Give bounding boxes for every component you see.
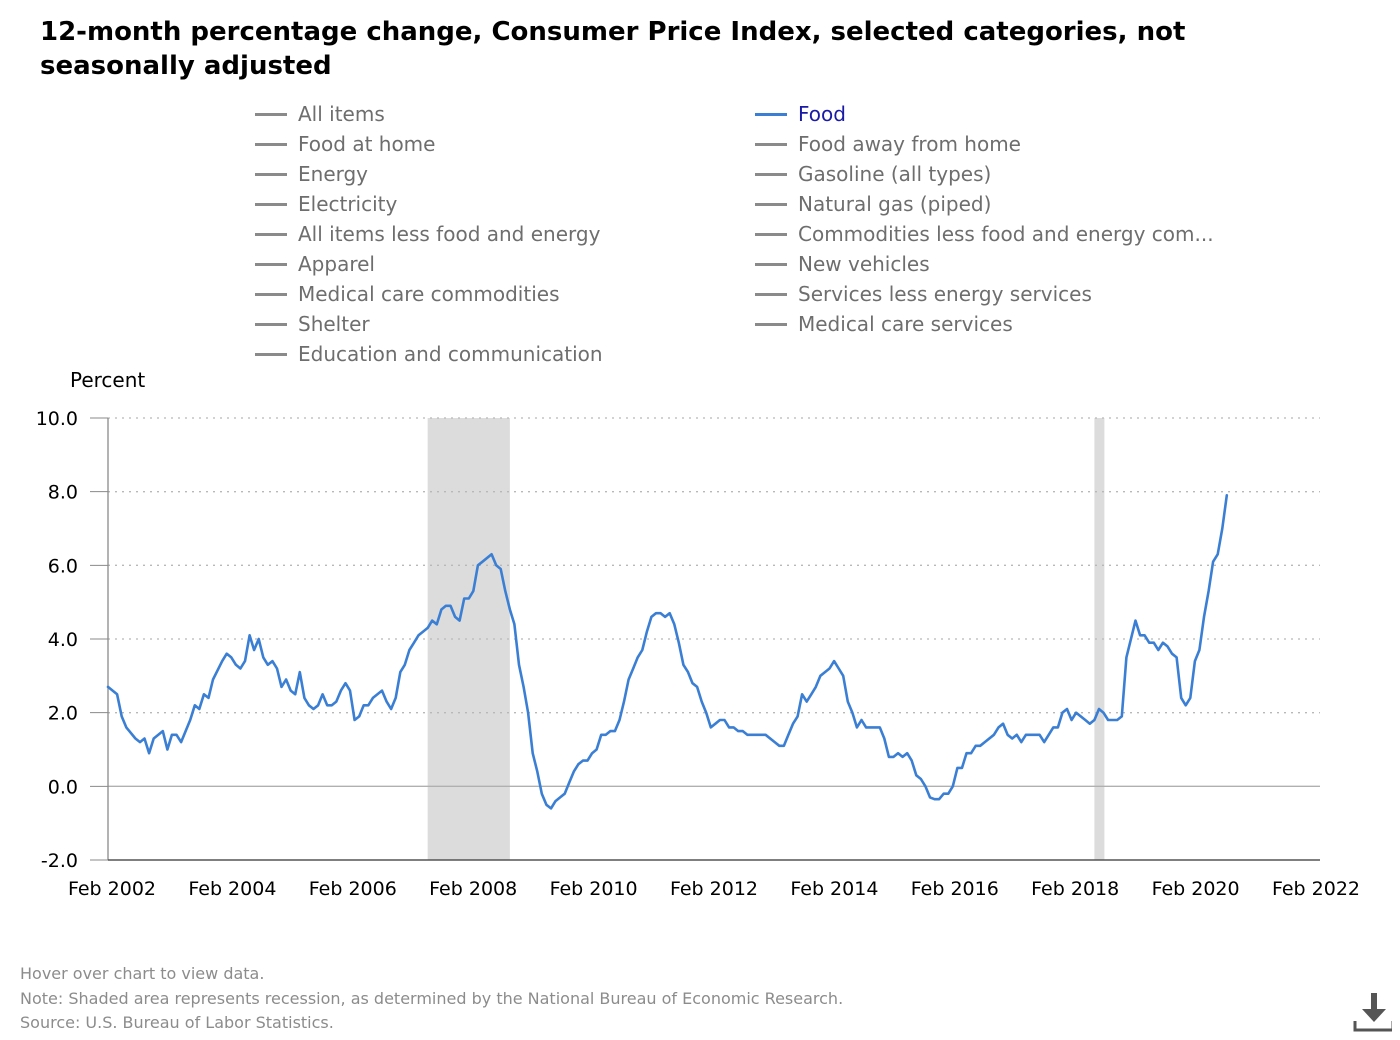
legend-label: New vehicles <box>798 252 930 276</box>
x-tick-label: Feb 2016 <box>911 878 999 900</box>
y-axis-title: Percent <box>70 368 145 392</box>
x-tick-label: Feb 2010 <box>550 878 638 900</box>
legend-item-medical-care-commodities[interactable]: Medical care commodities <box>255 279 559 309</box>
recession-band <box>1094 418 1105 860</box>
legend-item-food[interactable]: Food <box>755 99 846 129</box>
legend-label: Commodities less food and energy com... <box>798 222 1214 246</box>
legend-item-electricity[interactable]: Electricity <box>255 189 397 219</box>
legend-swatch <box>255 232 287 236</box>
hover-hint: Hover over chart to view data. <box>20 964 265 983</box>
legend-swatch <box>755 172 787 176</box>
y-tick-label: 8.0 <box>48 482 78 504</box>
legend-swatch <box>255 262 287 266</box>
line-chart[interactable]: Percent 10.0 8.0 6.0 4.0 2.0 0.0 -2.0 Feb 2002 F… <box>0 360 1400 920</box>
legend-label: All items less food and energy <box>298 222 601 246</box>
legend-label: Energy <box>298 162 369 186</box>
legend-swatch <box>755 292 787 296</box>
x-tick-label: Feb 2014 <box>790 878 878 900</box>
legend-label: Electricity <box>298 192 398 216</box>
legend-label: Medical care services <box>798 312 1013 336</box>
legend-swatch <box>755 112 787 116</box>
y-tick-label: -2.0 <box>41 850 78 872</box>
legend-label: Apparel <box>298 252 375 276</box>
x-tick-label: Feb 2006 <box>309 878 397 900</box>
download-icon[interactable] <box>1352 992 1395 1032</box>
recession-note: Note: Shaded area represents recession, … <box>20 988 844 1008</box>
y-tick-label: 6.0 <box>48 555 78 577</box>
legend-label: Natural gas (piped) <box>798 192 992 216</box>
legend-label: Shelter <box>298 312 370 336</box>
x-tick-label: Feb 2012 <box>670 878 758 900</box>
series-lines <box>106 494 1229 810</box>
legend-swatch <box>755 142 787 146</box>
footnotes: Hover over chart to view data. Note: Sha… <box>20 962 843 1036</box>
y-tick-label: 10.0 <box>36 408 78 430</box>
series-line-food <box>106 494 1229 810</box>
legend-item-gasoline[interactable]: Gasoline (all types) <box>755 159 991 189</box>
legend-label: Food <box>798 102 846 126</box>
chart-title: 12-month percentage change, Consumer Pri… <box>40 17 1186 81</box>
legend-swatch <box>255 322 287 326</box>
legend-label: Gasoline (all types) <box>798 162 992 186</box>
legend-item-shelter[interactable]: Shelter <box>255 309 370 339</box>
legend-item-natural-gas[interactable]: Natural gas (piped) <box>755 189 991 219</box>
legend-swatch <box>255 172 287 176</box>
x-tick-label: Feb 2022 <box>1272 878 1360 900</box>
legend-item-all-items-less-food-energy[interactable]: All items less food and energy <box>255 219 600 249</box>
legend-label: Medical care commodities <box>298 282 560 306</box>
legend-swatch <box>255 292 287 296</box>
legend-swatch <box>255 352 287 356</box>
legend-item-food-away-from-home[interactable]: Food away from home <box>755 129 1021 159</box>
legend-swatch <box>255 142 287 146</box>
legend-swatch <box>755 232 787 236</box>
legend-item-all-items[interactable]: All items <box>255 99 385 129</box>
x-tick-label: Feb 2020 <box>1152 878 1240 900</box>
legend-swatch <box>255 202 287 206</box>
x-tick-label: Feb 2002 <box>68 878 156 900</box>
legend-swatch <box>755 322 787 326</box>
legend-label: All items <box>298 102 385 126</box>
legend-swatch <box>755 202 787 206</box>
source-note: Source: U.S. Bureau of Labor Statistics. <box>20 1013 334 1032</box>
y-tick-label: 2.0 <box>48 703 78 725</box>
legend-swatch <box>255 112 287 116</box>
x-tick-label: Feb 2008 <box>429 878 517 900</box>
y-tick-label: 4.0 <box>48 629 78 651</box>
legend-label: Food away from home <box>798 132 1021 156</box>
legend-item-medical-care-services[interactable]: Medical care services <box>755 309 1013 339</box>
legend-item-food-at-home[interactable]: Food at home <box>255 129 435 159</box>
legend-item-energy[interactable]: Energy <box>255 159 368 189</box>
legend-item-apparel[interactable]: Apparel <box>255 249 375 279</box>
legend-swatch <box>755 262 787 266</box>
gridlines <box>108 417 1320 787</box>
legend-label: Services less energy services <box>798 282 1092 306</box>
x-tick-label: Feb 2018 <box>1031 878 1119 900</box>
legend-item-education-communication[interactable]: Education and communication <box>255 339 603 369</box>
recession-band <box>427 418 510 860</box>
x-tick-label: Feb 2004 <box>188 878 276 900</box>
legend-item-services-less-energy[interactable]: Services less energy services <box>755 279 1092 309</box>
y-tick-label: 0.0 <box>48 776 78 798</box>
legend-label: Food at home <box>298 132 436 156</box>
legend-item-new-vehicles[interactable]: New vehicles <box>755 249 930 279</box>
axes: 10.0 8.0 6.0 4.0 2.0 0.0 -2.0 Feb 2002 Feb 2004 F… <box>36 408 1360 900</box>
legend-label: Education and communication <box>298 342 603 366</box>
legend-item-commodities-less-food-energy[interactable]: Commodities less food and energy com... <box>755 219 1214 249</box>
